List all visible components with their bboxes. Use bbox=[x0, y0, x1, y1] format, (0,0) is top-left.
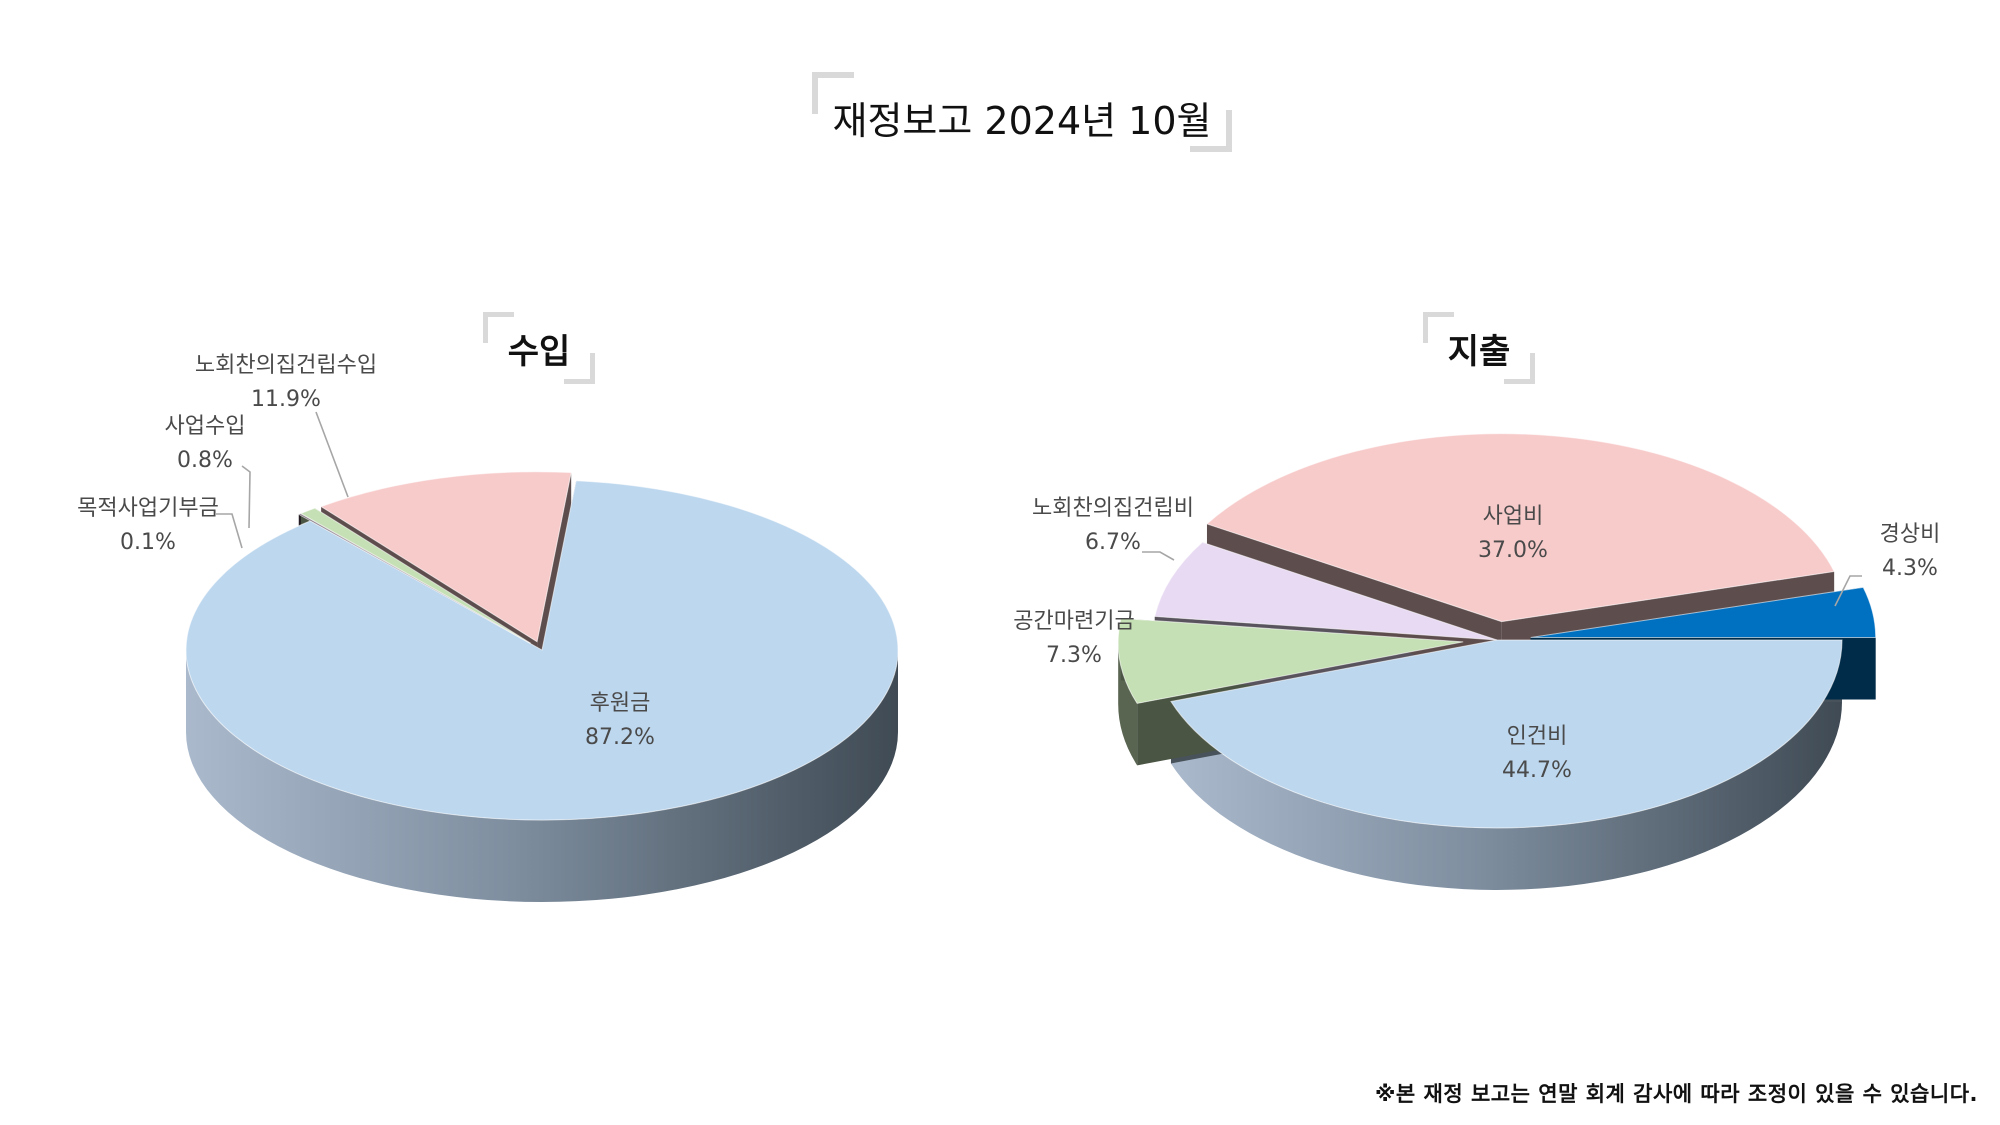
title-corner-decoration bbox=[483, 312, 514, 343]
leader-line bbox=[1834, 575, 1862, 607]
slice-value-label: 4.3% bbox=[1882, 556, 1938, 581]
pie-slice-0 bbox=[185, 480, 899, 821]
leader-line bbox=[1142, 551, 1175, 561]
pie-slice-3 bbox=[1205, 433, 1835, 623]
slice-value-label: 0.1% bbox=[120, 530, 176, 555]
title-corner-decoration bbox=[1504, 353, 1535, 384]
pie-slice-side bbox=[186, 650, 898, 902]
title-corner-decoration bbox=[1190, 110, 1232, 152]
pie-slice-0 bbox=[1170, 639, 1843, 829]
slice-category-label: 사업비 bbox=[1483, 504, 1544, 529]
expense-chart-title: 지출 bbox=[1423, 312, 1535, 384]
leader-line bbox=[315, 411, 349, 498]
slice-value-label: 87.2% bbox=[585, 725, 655, 750]
pie-slice-side bbox=[1118, 641, 1138, 766]
income-pie-chart: 후원금 87.2% 목적사업기부금 0.1% 사업수입 0.8% 노회찬의집건립수입 11.9… bbox=[77, 353, 899, 902]
leader-line bbox=[241, 465, 251, 529]
pie-slice-1 bbox=[1117, 617, 1464, 704]
pie-slice-3 bbox=[319, 471, 572, 643]
pie-slice-2 bbox=[299, 507, 531, 644]
report-title-text: 재정보고 2024년 10월 bbox=[832, 99, 1212, 143]
slice-category-label: 사업수입 bbox=[165, 414, 246, 439]
title-corner-decoration bbox=[812, 72, 854, 114]
slice-value-label: 0.8% bbox=[177, 448, 233, 473]
expense-pie-chart: 인건비 44.7% 공간마련기금 7.3% 노회찬의집건립비 6.7% 사업비 37.0% 경상… bbox=[1013, 433, 1941, 890]
slice-value-label: 44.7% bbox=[1502, 758, 1572, 783]
slice-category-label: 후원금 bbox=[590, 691, 651, 716]
title-corner-decoration bbox=[564, 353, 595, 384]
slice-value-label: 11.9% bbox=[251, 387, 321, 412]
slice-category-label: 인건비 bbox=[1507, 724, 1568, 749]
title-corner-decoration bbox=[1423, 312, 1454, 343]
pie-slice-2 bbox=[1154, 541, 1498, 641]
expense-chart-title-text: 지출 bbox=[1447, 332, 1511, 372]
leader-line bbox=[215, 513, 243, 549]
slice-category-label: 공간마련기금 bbox=[1013, 609, 1134, 634]
slice-category-label: 노회찬의집건립비 bbox=[1032, 496, 1194, 521]
income-chart-title: 수입 bbox=[483, 312, 595, 384]
slice-value-label: 7.3% bbox=[1046, 643, 1102, 668]
report-title: 재정보고 2024년 10월 bbox=[812, 72, 1232, 152]
footnote: ※본 재정 보고는 연말 회계 감사에 따라 조정이 있을 수 있습니다. bbox=[1374, 1082, 1978, 1106]
pie-slice-side bbox=[1170, 640, 1842, 890]
income-chart-title-text: 수입 bbox=[507, 332, 571, 372]
slice-category-label: 노회찬의집건립수입 bbox=[195, 353, 377, 378]
slice-value-label: 37.0% bbox=[1478, 538, 1548, 563]
pie-slice-4 bbox=[1530, 586, 1877, 639]
slice-category-label: 경상비 bbox=[1880, 522, 1941, 547]
slice-category-label: 목적사업기부금 bbox=[77, 496, 219, 521]
slice-value-label: 6.7% bbox=[1085, 530, 1141, 555]
